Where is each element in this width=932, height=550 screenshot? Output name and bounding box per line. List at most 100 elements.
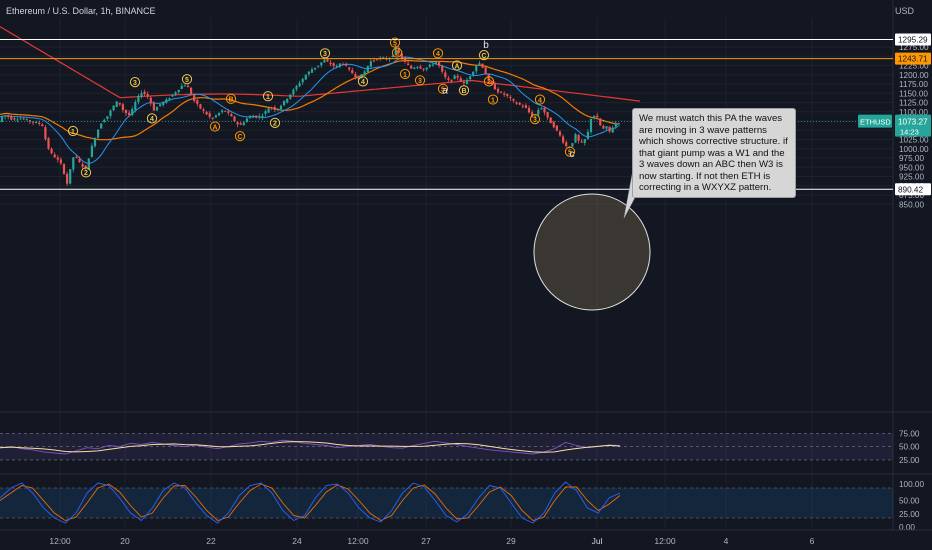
wave-label: 3 bbox=[133, 80, 137, 87]
candle-body bbox=[351, 70, 354, 74]
letter-label: b bbox=[483, 40, 489, 51]
wave-label: 1 bbox=[403, 72, 407, 79]
candle-body bbox=[366, 65, 369, 72]
candle-body bbox=[456, 75, 459, 78]
wave-label: A bbox=[212, 124, 217, 131]
candle-body bbox=[143, 91, 146, 95]
candle-body bbox=[326, 59, 329, 62]
analysis-note[interactable]: We must watch this PA the waves are movi… bbox=[632, 108, 796, 198]
wave-label: C bbox=[481, 53, 486, 60]
candle-body bbox=[586, 131, 589, 139]
candle-body bbox=[410, 65, 413, 69]
candle-body bbox=[521, 105, 524, 107]
candle-body bbox=[357, 75, 360, 80]
price-tick: 1175.00 bbox=[899, 80, 928, 89]
time-tick: Jul bbox=[592, 536, 603, 546]
candle-body bbox=[549, 117, 552, 124]
candle-body bbox=[338, 63, 341, 67]
wave-label-ring bbox=[389, 37, 401, 48]
candle-body bbox=[481, 63, 484, 68]
wave-label-ring bbox=[234, 131, 246, 142]
candle-body bbox=[469, 76, 472, 80]
candle-body bbox=[236, 122, 239, 125]
wave-label: C bbox=[237, 134, 242, 141]
candle-body bbox=[332, 63, 335, 67]
candle-body bbox=[103, 119, 106, 123]
candle-body bbox=[431, 64, 434, 66]
candle-body bbox=[310, 69, 314, 73]
wave-label-ring bbox=[432, 48, 444, 59]
wave-label-ring bbox=[225, 93, 237, 104]
candle-body bbox=[360, 74, 363, 79]
wave-label-ring bbox=[478, 50, 490, 61]
candle-body bbox=[611, 127, 614, 133]
candle-body bbox=[438, 61, 441, 66]
rsi-line bbox=[0, 439, 621, 455]
price-tick: 1200.00 bbox=[899, 71, 929, 80]
wave-label-ring bbox=[399, 68, 411, 80]
candle-body bbox=[53, 154, 56, 158]
candle-body bbox=[286, 98, 289, 103]
candle-body bbox=[459, 78, 462, 82]
symbol-header: Ethereum / U.S. Dollar, 1h, BINANCE bbox=[6, 6, 156, 16]
candle-body bbox=[112, 105, 115, 111]
stoch-d-line bbox=[0, 483, 621, 522]
candle-body bbox=[109, 110, 112, 117]
symbol-tag bbox=[858, 114, 892, 128]
wave-label-ring bbox=[564, 146, 576, 157]
candle-body bbox=[413, 67, 416, 69]
candle-body bbox=[90, 145, 93, 157]
candle-body bbox=[183, 85, 186, 87]
candle-body bbox=[323, 59, 326, 63]
ma-slow-line bbox=[0, 59, 619, 141]
level-tag bbox=[895, 33, 931, 46]
candle-body bbox=[295, 86, 298, 90]
candle-body bbox=[403, 57, 407, 62]
candle-body bbox=[174, 92, 177, 95]
candle-body bbox=[81, 163, 84, 167]
price-tick: 975.00 bbox=[899, 154, 924, 163]
candle-body bbox=[245, 118, 248, 123]
wave-label-ring bbox=[534, 94, 546, 105]
level-label: 1295.29 bbox=[898, 35, 928, 44]
candle-body bbox=[329, 62, 332, 65]
wave-label-ring bbox=[269, 117, 281, 128]
candle-body bbox=[558, 131, 562, 136]
wave-label: 2 bbox=[395, 50, 399, 57]
rsi-tick: 75.00 bbox=[899, 429, 920, 438]
wave-label: 2 bbox=[487, 79, 491, 86]
wave-label: 3 bbox=[323, 51, 327, 58]
candle-body bbox=[162, 102, 165, 105]
wave-label-ring bbox=[80, 167, 92, 178]
wave-label-ring bbox=[487, 94, 499, 105]
wave-label: 4 bbox=[150, 116, 154, 123]
wave-label: A bbox=[454, 63, 459, 70]
candle-body bbox=[31, 121, 35, 123]
stoch-k-line bbox=[0, 481, 621, 524]
candle-body bbox=[233, 116, 236, 122]
candle-body bbox=[264, 111, 267, 114]
highlight-circle bbox=[533, 193, 651, 311]
rsi-signal-line bbox=[0, 441, 621, 453]
wave-label-ring bbox=[129, 77, 141, 88]
wave-label-ring bbox=[451, 60, 463, 71]
wave-label-ring bbox=[319, 48, 331, 59]
candle-body bbox=[462, 81, 465, 84]
last-price-tag bbox=[895, 114, 931, 137]
candle-body bbox=[574, 134, 577, 143]
level-tag bbox=[895, 183, 931, 196]
candle-body bbox=[128, 112, 131, 115]
candle-body bbox=[465, 79, 469, 85]
candle-body bbox=[453, 75, 456, 80]
candle-body bbox=[273, 107, 276, 110]
candle-body bbox=[599, 118, 602, 126]
candle-body bbox=[190, 87, 193, 95]
price-tick: 925.00 bbox=[899, 173, 924, 182]
candle-body bbox=[394, 46, 397, 54]
time-tick: 4 bbox=[724, 536, 729, 546]
candle-body bbox=[425, 67, 428, 70]
price-tick: 1100.00 bbox=[899, 108, 928, 117]
candle-body bbox=[199, 104, 202, 109]
time-tick: 24 bbox=[292, 536, 302, 546]
candle-body bbox=[301, 78, 304, 83]
